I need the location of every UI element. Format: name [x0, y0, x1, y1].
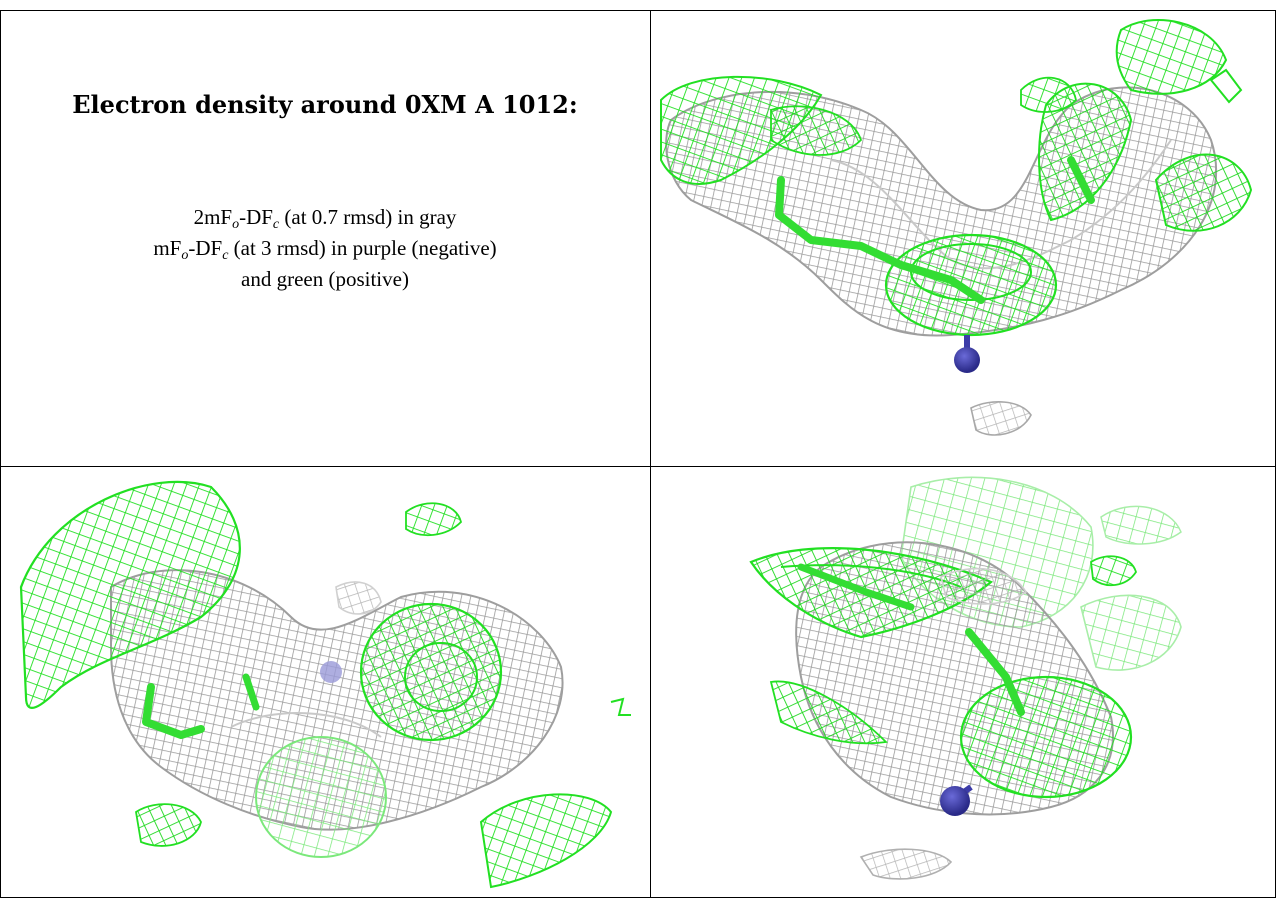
border-middle: [0, 466, 1276, 467]
gray-mesh-fragment: [859, 848, 953, 880]
view-bottom-left: [1, 467, 650, 897]
border-center: [650, 10, 651, 898]
green-mesh-center: [884, 233, 1058, 337]
view-bottom-right: [651, 467, 1275, 897]
blue-atom: [320, 661, 342, 683]
green-mesh-torus: [359, 602, 503, 742]
blue-atom: [940, 786, 970, 816]
green-mesh-fragment: [135, 803, 202, 847]
view-top-right: [651, 10, 1275, 466]
ligand-stick: [142, 683, 205, 739]
border-left: [0, 10, 1, 898]
green-mesh-right: [1038, 82, 1133, 222]
density-render-top-right: [660, 19, 1253, 436]
green-mesh-fragment: [769, 680, 888, 745]
green-mesh-lower: [255, 736, 387, 858]
ligand-stick: [797, 563, 915, 611]
border-top: [0, 10, 1276, 11]
legend-line-3: and green (positive): [241, 267, 409, 291]
legend-description: 2mFo-DFc (at 0.7 rmsd) in gray mFo-DFc (…: [0, 202, 650, 295]
green-mesh-left: [19, 480, 241, 709]
gray-mesh-fragment: [970, 401, 1032, 436]
legend-line-1: 2mFo-DFc (at 0.7 rmsd) in gray: [193, 205, 457, 232]
green-mesh-lower: [959, 675, 1133, 799]
blue-atom: [954, 347, 980, 373]
density-render-bottom-right: [749, 476, 1182, 880]
legend-title: Electron density around 0XM A 1012:: [72, 90, 578, 119]
legend-line-2: mFo-DFc (at 3 rmsd) in purple (negative): [153, 236, 497, 263]
legend-cell: Electron density around 0XM A 1012: 2mFo…: [0, 0, 650, 466]
density-render-bottom-left: [19, 480, 631, 889]
ligand-stick: [775, 176, 905, 269]
